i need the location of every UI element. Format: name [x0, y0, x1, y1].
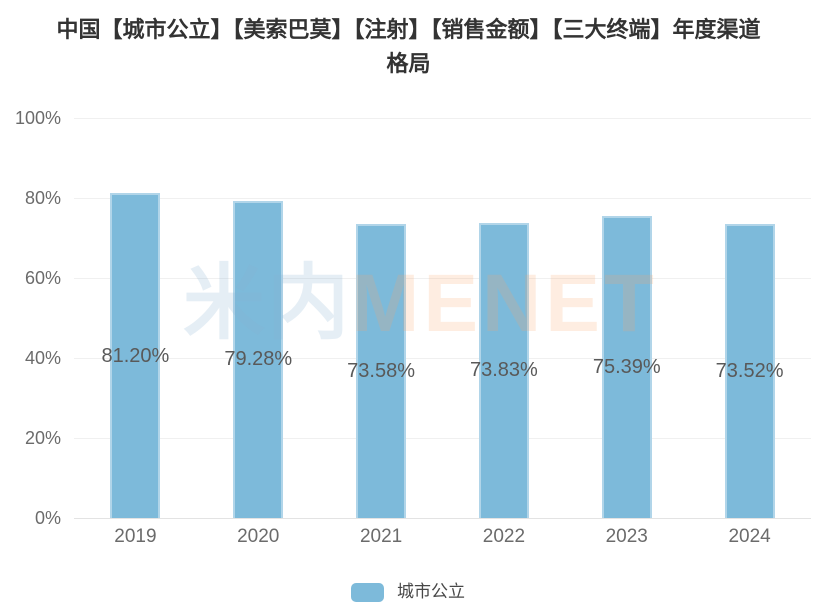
- gridline-40%: [74, 358, 811, 359]
- y-axis-tick-label-40%: 40%: [24, 348, 61, 368]
- gridline-20%: [74, 438, 811, 439]
- gridline-60%: [74, 278, 811, 279]
- x-axis-tick-label-2020: 2020: [237, 526, 280, 547]
- gridline-80%: [74, 198, 811, 199]
- legend-item-city-public[interactable]: 城市公立: [351, 580, 465, 604]
- y-axis-tick-label-0%: 0%: [34, 508, 61, 528]
- bar-2023[interactable]: [601, 216, 652, 518]
- x-axis-tick-label-2019: 2019: [114, 526, 157, 547]
- y-axis-tick-label-100%: 100%: [14, 108, 61, 128]
- bar-value-label-2023: 75.39%: [592, 356, 661, 379]
- legend-label: 城市公立: [397, 582, 465, 601]
- bar-value-label-2024: 73.52%: [715, 359, 784, 382]
- bar-value-label-2019: 81.20%: [101, 344, 170, 367]
- bar-2019[interactable]: [110, 193, 161, 518]
- bar-value-label-2020: 79.28%: [224, 348, 293, 371]
- bar-2024[interactable]: [724, 223, 775, 518]
- legend-swatch: [351, 582, 384, 602]
- bar-2021[interactable]: [356, 223, 407, 518]
- y-axis-tick-label-20%: 20%: [24, 428, 61, 448]
- x-axis-tick-label-2024: 2024: [728, 526, 771, 547]
- gridline-0%: [74, 518, 811, 519]
- bar-value-label-2022: 73.83%: [469, 359, 538, 382]
- gridline-100%: [74, 118, 811, 119]
- y-axis-tick-label-60%: 60%: [24, 268, 61, 288]
- x-axis-tick-label-2021: 2021: [359, 526, 403, 547]
- bar-2022[interactable]: [478, 222, 529, 518]
- y-axis-tick-label-80%: 80%: [24, 188, 61, 208]
- chart-title-line2: 格局: [386, 51, 431, 76]
- x-axis-tick-label-2023: 2023: [605, 526, 648, 547]
- chart-title: 中国【城市公立】【美索巴莫】【注射】【销售金额】【三大终端】年度渠道 格局: [0, 13, 817, 81]
- x-axis-tick-label-2022: 2022: [482, 526, 526, 547]
- chart-title-line1: 中国【城市公立】【美索巴莫】【注射】【销售金额】【三大终端】年度渠道: [56, 17, 761, 42]
- bar-2020[interactable]: [233, 200, 284, 518]
- bar-value-label-2021: 73.58%: [347, 359, 415, 382]
